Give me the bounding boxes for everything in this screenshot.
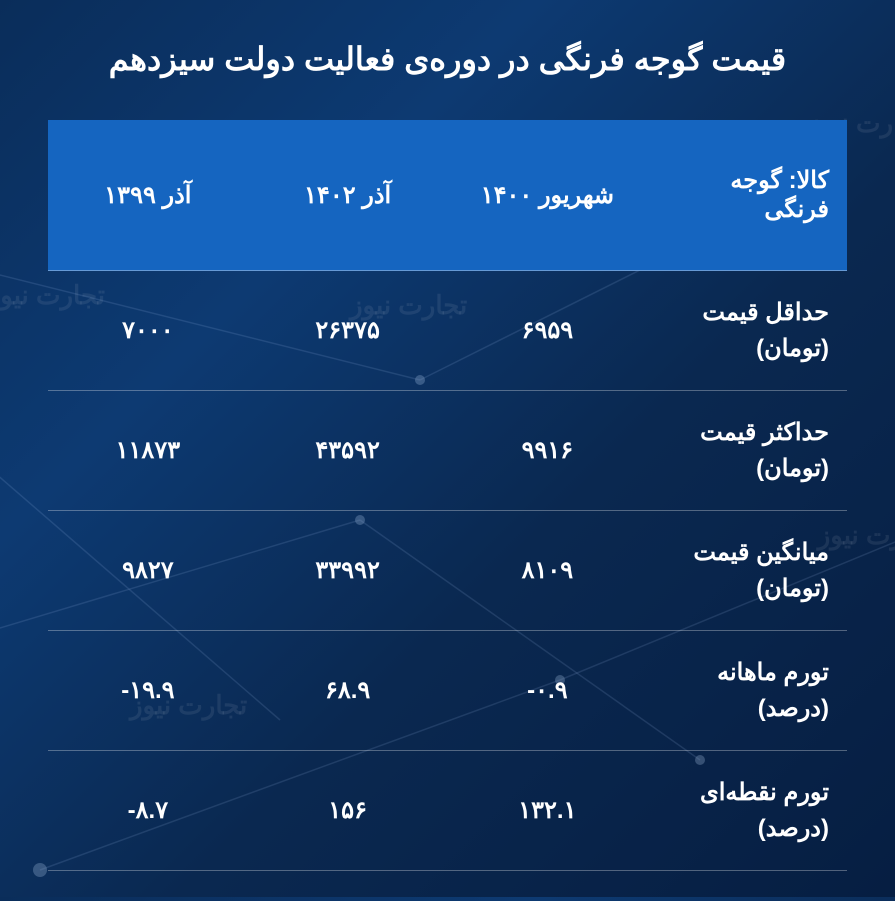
row-label: تورم نقطه‌ای (درصد) — [647, 751, 847, 871]
row-label: میانگین قیمت (تومان) — [647, 511, 847, 631]
chart-title: قیمت گوجه فرنگی در دوره‌ی فعالیت دولت سی… — [48, 40, 847, 78]
cell-value: ۴۳۵۹۲ — [248, 391, 448, 511]
header-item: کالا: گوجه فرنگی — [647, 120, 847, 271]
cell-value: ۱۳۲.۱ — [448, 751, 648, 871]
header-col2: آذر ۱۴۰۲ — [248, 120, 448, 271]
cell-value: ۷۰۰۰ — [48, 271, 248, 391]
cell-value: -۰.۹ — [448, 631, 648, 751]
table-row: حداکثر قیمت (تومان)۹۹۱۶۴۳۵۹۲۱۱۸۷۳ — [48, 391, 847, 511]
price-table: کالا: گوجه فرنگی شهریور ۱۴۰۰ آذر ۱۴۰۲ آذ… — [48, 120, 847, 871]
header-col3: آذر ۱۳۹۹ — [48, 120, 248, 271]
row-label: تورم ماهانه (درصد) — [647, 631, 847, 751]
cell-value: ۲۶۳۷۵ — [248, 271, 448, 391]
table-body: حداقل قیمت (تومان)۶۹۵۹۲۶۳۷۵۷۰۰۰حداکثر قی… — [48, 271, 847, 871]
table-row: تورم نقطه‌ای (درصد)۱۳۲.۱۱۵۶-۸.۷ — [48, 751, 847, 871]
cell-value: ۸۱۰۹ — [448, 511, 648, 631]
row-label: حداقل قیمت (تومان) — [647, 271, 847, 391]
table-row: میانگین قیمت (تومان)۸۱۰۹۳۳۹۹۲۹۸۲۷ — [48, 511, 847, 631]
cell-value: ۱۵۶ — [248, 751, 448, 871]
cell-value: ۱۱۸۷۳ — [48, 391, 248, 511]
cell-value: ۶۸.۹ — [248, 631, 448, 751]
cell-value: ۳۳۹۹۲ — [248, 511, 448, 631]
cell-value: -۱۹.۹ — [48, 631, 248, 751]
table-row: حداقل قیمت (تومان)۶۹۵۹۲۶۳۷۵۷۰۰۰ — [48, 271, 847, 391]
cell-value: -۸.۷ — [48, 751, 248, 871]
cell-value: ۹۸۲۷ — [48, 511, 248, 631]
header-col1: شهریور ۱۴۰۰ — [448, 120, 648, 271]
cell-value: ۶۹۵۹ — [448, 271, 648, 391]
table-row: تورم ماهانه (درصد)-۰.۹۶۸.۹-۱۹.۹ — [48, 631, 847, 751]
cell-value: ۹۹۱۶ — [448, 391, 648, 511]
table-header-row: کالا: گوجه فرنگی شهریور ۱۴۰۰ آذر ۱۴۰۲ آذ… — [48, 120, 847, 271]
row-label: حداکثر قیمت (تومان) — [647, 391, 847, 511]
